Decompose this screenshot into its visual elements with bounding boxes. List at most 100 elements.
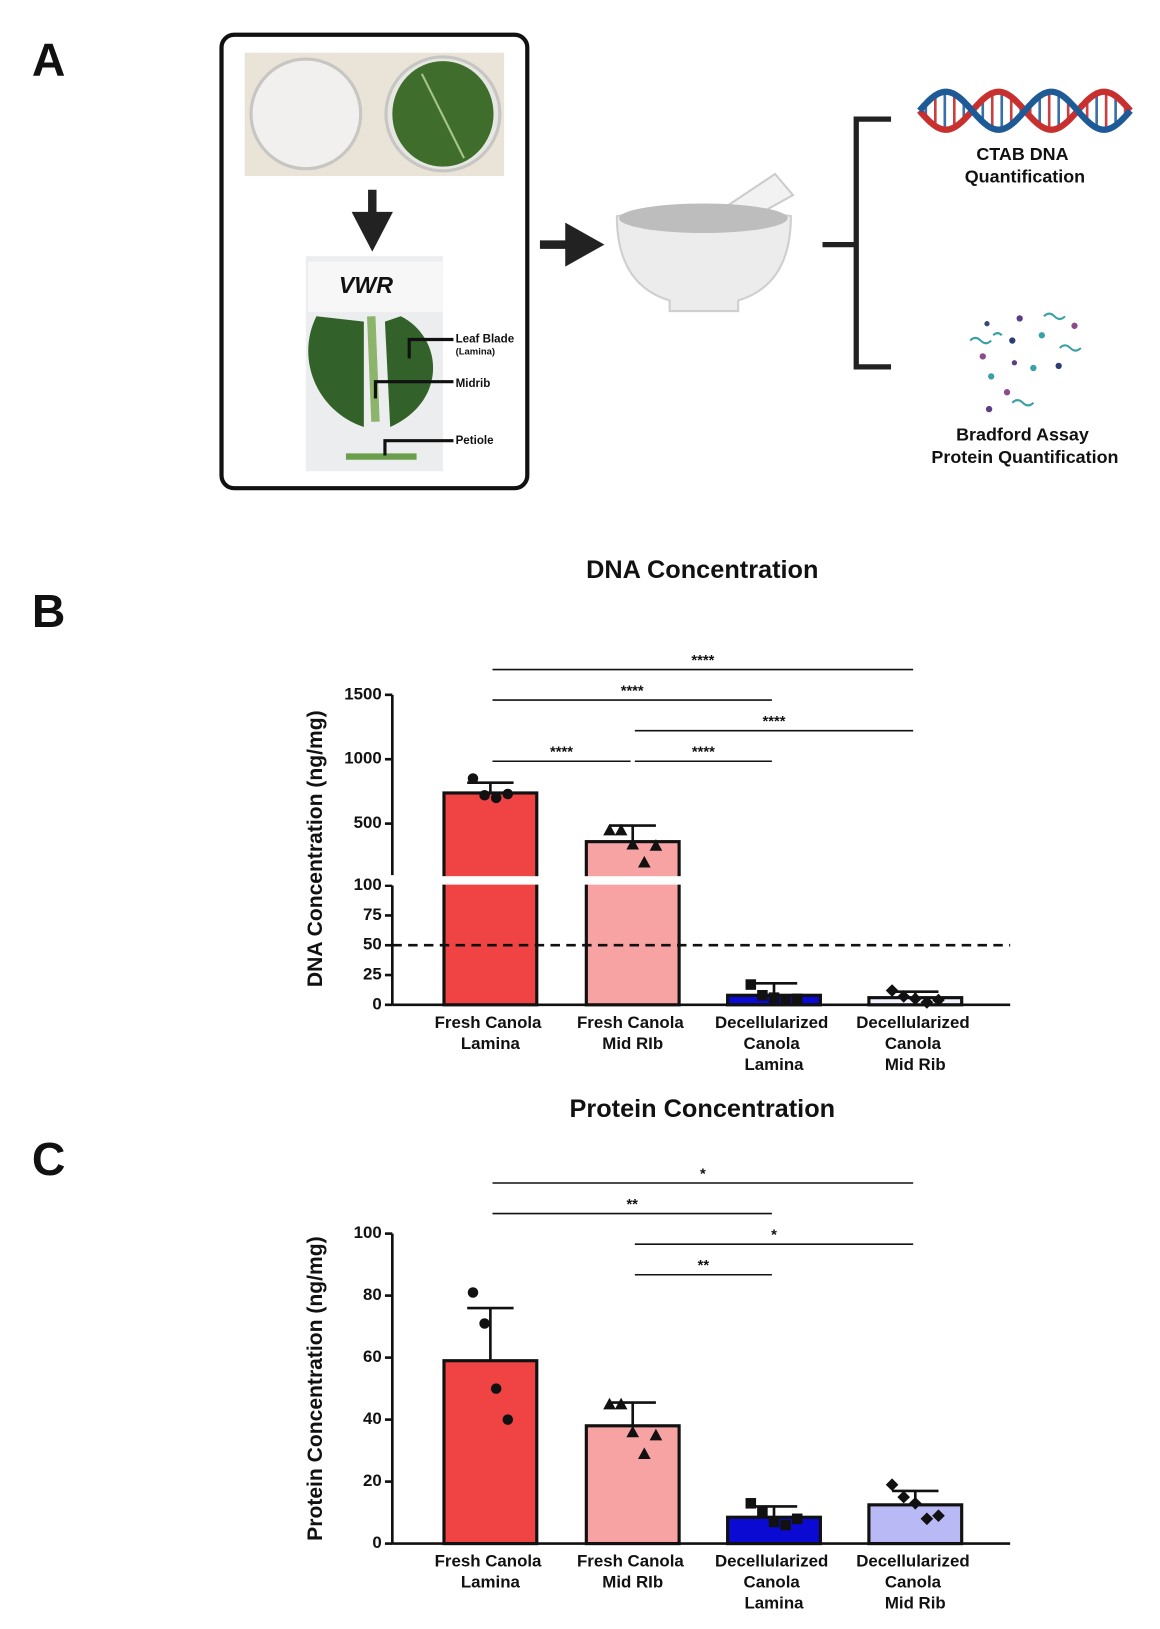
significance-label: **** [621, 684, 644, 700]
x-tick-label: Fresh Canola Lamina [435, 1013, 547, 1053]
y-tick-label: 0 [372, 1533, 381, 1552]
leaf-label: Petiole [456, 435, 495, 447]
molecule [1071, 322, 1078, 329]
significance-label: **** [691, 653, 714, 669]
y-tick-label: 1000 [344, 749, 382, 768]
data-point [614, 1397, 628, 1410]
data-point [479, 790, 490, 801]
y-tick-label: 80 [363, 1285, 382, 1304]
charts: B DNA Concentration DNA Concentration (ng/… [32, 556, 1011, 1613]
leaf-label: (Lamina) [456, 347, 495, 358]
x-tick-label: Decellularized Canola Mid Rib [856, 1552, 974, 1613]
bar [867, 1503, 964, 1546]
panel-label: A [32, 34, 65, 86]
y-tick-label: 25 [363, 964, 382, 983]
molecule [1016, 315, 1023, 322]
strand [917, 88, 1133, 133]
petri-dish [249, 57, 363, 171]
significance-label: ** [626, 1197, 638, 1213]
data-point [745, 1498, 757, 1509]
bar [442, 791, 539, 1007]
x-tick-label: Decellularized Canola Mid Rib [856, 1013, 974, 1074]
data-point [885, 984, 899, 997]
error-bar [609, 1401, 656, 1426]
x-tick-label: Decellularized Canola Lamina [715, 1552, 833, 1613]
molecule [979, 353, 986, 360]
arrow-right [539, 222, 605, 267]
bar-chart: B DNA Concentration DNA Concentration (ng/… [32, 556, 1011, 1074]
data-point [614, 823, 628, 836]
ruler [307, 261, 443, 313]
data-point [791, 993, 803, 1005]
panel-label: B [32, 585, 65, 637]
peptide [969, 312, 1082, 407]
data-point [490, 792, 502, 804]
data-point [780, 994, 791, 1006]
bracket [822, 116, 892, 370]
leaf-blade [384, 316, 434, 428]
x-tick-label: Decellularized Canola Lamina [715, 1013, 833, 1074]
molecule [985, 405, 993, 413]
significance-label: **** [763, 714, 786, 730]
data-point [791, 1513, 803, 1525]
data-point [885, 1478, 899, 1492]
significance-label: * [771, 1228, 777, 1244]
y-tick-label: 40 [363, 1409, 382, 1428]
y-tick-label: 100 [354, 875, 382, 894]
data-point [780, 1519, 791, 1531]
data-point [637, 855, 651, 868]
data-point [757, 1507, 768, 1518]
dna-helix [917, 88, 1133, 133]
molecule [1030, 364, 1037, 372]
data-point [932, 993, 945, 1007]
data-point [502, 1414, 514, 1425]
label-leader [373, 337, 454, 456]
bar [584, 840, 681, 1007]
data-point [502, 788, 514, 800]
x-tick-label: Fresh Canola Mid RIb [577, 1552, 688, 1592]
data-point [768, 992, 780, 1003]
bar-chart: C Protein Concentration Protein Concentrat… [32, 1095, 1011, 1613]
arrow-down [351, 189, 393, 252]
bar [442, 1359, 539, 1546]
molecule [1011, 360, 1018, 366]
data-point [490, 1383, 502, 1394]
data-point [637, 1447, 651, 1459]
data-point [626, 1425, 640, 1438]
error-bar [467, 1306, 514, 1361]
y-tick-label: 20 [363, 1471, 382, 1490]
significance-label: ** [698, 1258, 710, 1274]
leaf-label: Midrib [456, 378, 491, 390]
x-tick-label: Fresh Canola Lamina [435, 1552, 547, 1592]
molecule [988, 373, 995, 380]
data-point [897, 1490, 911, 1504]
y-tick-label: 50 [363, 935, 382, 954]
protein-icon [969, 312, 1082, 413]
y-tick-label: 75 [363, 905, 382, 924]
data-point [626, 837, 640, 850]
significance-label: **** [692, 745, 715, 761]
x-tick-label: Fresh Canola Mid RIb [577, 1013, 688, 1053]
ruler-brand: VWR [339, 272, 393, 298]
significance-label: * [700, 1166, 706, 1182]
molecule [1038, 332, 1045, 339]
data-point [649, 839, 663, 851]
data-point [467, 1287, 479, 1298]
axis-break [383, 876, 1011, 885]
data-point [479, 1318, 490, 1329]
y-axis-label: DNA Concentration (ng/mg) [304, 710, 327, 987]
y-tick-label: 100 [354, 1223, 382, 1242]
y-tick-label: 0 [372, 994, 381, 1013]
leaf-label: Leaf Blade [456, 334, 515, 346]
bar [584, 1424, 681, 1546]
mortar-rim [619, 203, 788, 234]
y-tick-label: 1500 [344, 684, 382, 703]
molecule [1055, 362, 1062, 370]
leaf-vein [420, 73, 465, 159]
significance-label: **** [550, 745, 573, 761]
y-axis-label: Protein Concentration (ng/mg) [304, 1236, 327, 1540]
chart-title: Protein Concentration [569, 1095, 835, 1123]
leaf-blade [308, 316, 364, 428]
data-point [932, 1509, 945, 1523]
